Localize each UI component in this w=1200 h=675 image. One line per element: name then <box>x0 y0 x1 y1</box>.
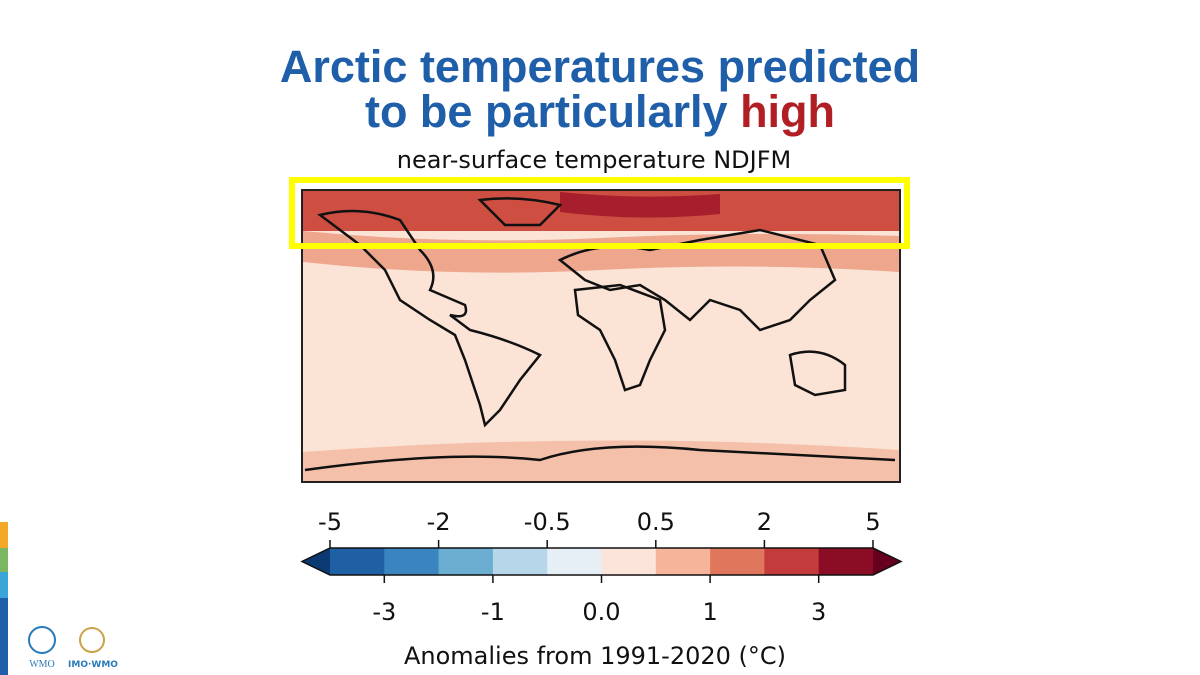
tick-label: 2 <box>757 508 772 536</box>
colorbar-segment <box>547 548 602 575</box>
colorbar-segment <box>492 548 548 575</box>
tick-label: -1 <box>481 598 505 626</box>
colorbar-over <box>873 548 901 575</box>
title-text: to be particularly <box>365 86 728 137</box>
colorbar-segment <box>384 548 440 575</box>
title: Arctic temperatures predicted <box>280 41 920 92</box>
colorbar-label: Anomalies from 1991-2020 (°C) <box>404 642 786 670</box>
tick-label: 5 <box>865 508 880 536</box>
midlat-band <box>303 231 899 273</box>
tick-label: -5 <box>318 508 342 536</box>
title-highlight: high <box>740 86 835 137</box>
tick-label: -2 <box>427 508 451 536</box>
colorbar-segment <box>710 548 765 575</box>
title-line2: to be particularly high <box>365 86 835 137</box>
colorbar-under <box>302 548 330 575</box>
map-frame <box>301 189 901 483</box>
tick-label: 0.0 <box>582 598 620 626</box>
colorbar-segment <box>818 548 874 575</box>
tick-label: 3 <box>811 598 826 626</box>
subtitle: near-surface temperature NDJFM <box>397 146 792 174</box>
arctic-core <box>560 192 720 218</box>
side-strip <box>0 522 8 675</box>
colorbar-segment <box>330 548 385 575</box>
colorbar-segment <box>764 548 820 575</box>
tick-label: -0.5 <box>524 508 571 536</box>
colorbar: -5 -2 -0.5 0.5 2 5 -3 -1 0.0 1 3 <box>300 508 903 626</box>
colorbar-segment <box>601 548 657 575</box>
highlight-box <box>289 177 910 249</box>
anniversary-emblem <box>79 627 105 653</box>
coastlines <box>304 197 896 472</box>
tick-label: -3 <box>372 598 396 626</box>
colorbar-segment <box>438 548 494 575</box>
tick-label: 0.5 <box>637 508 675 536</box>
antarctic-band <box>303 440 899 481</box>
logo-text: IMO·WMO <box>68 660 118 670</box>
tick-label: 1 <box>702 598 717 626</box>
colorbar-segment <box>655 548 711 575</box>
map <box>289 177 910 483</box>
logo-text: WMO <box>29 659 55 670</box>
wmo-emblem <box>28 626 56 654</box>
